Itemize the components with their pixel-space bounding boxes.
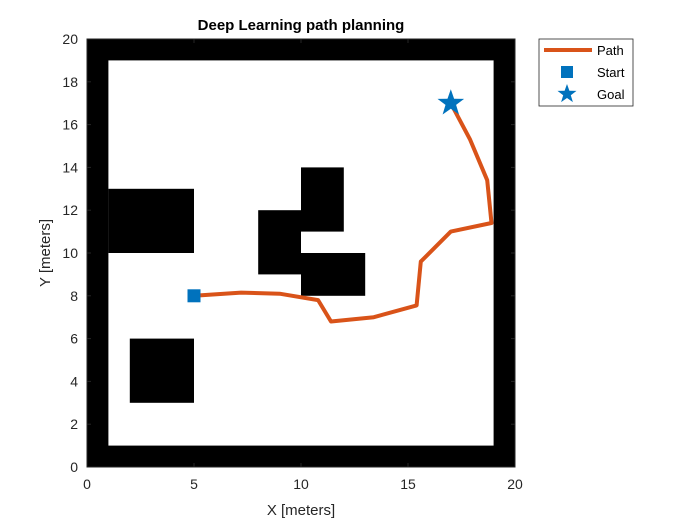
obstacle (258, 210, 301, 275)
legend-goal-star-icon (557, 84, 577, 103)
start-marker (187, 289, 201, 303)
occupancy-map (87, 39, 515, 467)
y-tick-label: 18 (62, 74, 78, 90)
legend-goal-label: Goal (597, 87, 625, 102)
chart-title: Deep Learning path planning (198, 17, 405, 34)
path-layer (192, 101, 494, 324)
legend[interactable]: Path Start Goal (538, 38, 634, 107)
obstacle (493, 39, 515, 467)
goal-star-icon (437, 89, 465, 115)
marker-layer (187, 89, 465, 303)
legend-path-label: Path (597, 43, 624, 58)
y-tick-label: 4 (70, 373, 78, 389)
x-tick-label: 20 (507, 476, 523, 492)
y-tick-label: 10 (62, 245, 78, 261)
obstacle (87, 39, 109, 467)
y-tick-label: 20 (62, 31, 78, 47)
obstacle (108, 188, 194, 253)
x-tick-label: 15 (400, 476, 416, 492)
x-axis: 0 5 10 15 20 (83, 39, 523, 492)
y-tick-label: 2 (70, 416, 78, 432)
legend-start-label: Start (597, 65, 625, 80)
y-tick-label: 0 (70, 459, 78, 475)
y-tick-label: 6 (70, 331, 78, 347)
legend-start-swatch (561, 66, 573, 78)
path-line (192, 101, 494, 324)
y-tick-label: 8 (70, 288, 78, 304)
obstacle (129, 338, 194, 403)
x-tick-label: 5 (190, 476, 198, 492)
obstacle (87, 39, 515, 61)
y-tick-label: 14 (62, 159, 78, 175)
y-tick-label: 12 (62, 202, 78, 218)
x-axis-label: X [meters] (267, 502, 335, 519)
obstacle (301, 253, 366, 296)
y-axis-label: Y [meters] (37, 219, 54, 287)
obstacle (301, 167, 344, 232)
y-tick-label: 16 (62, 117, 78, 133)
x-tick-label: 0 (83, 476, 91, 492)
y-axis: 0 2 4 6 8 10 12 14 16 18 20 (62, 31, 515, 475)
obstacle (87, 445, 515, 467)
x-tick-label: 10 (293, 476, 309, 492)
